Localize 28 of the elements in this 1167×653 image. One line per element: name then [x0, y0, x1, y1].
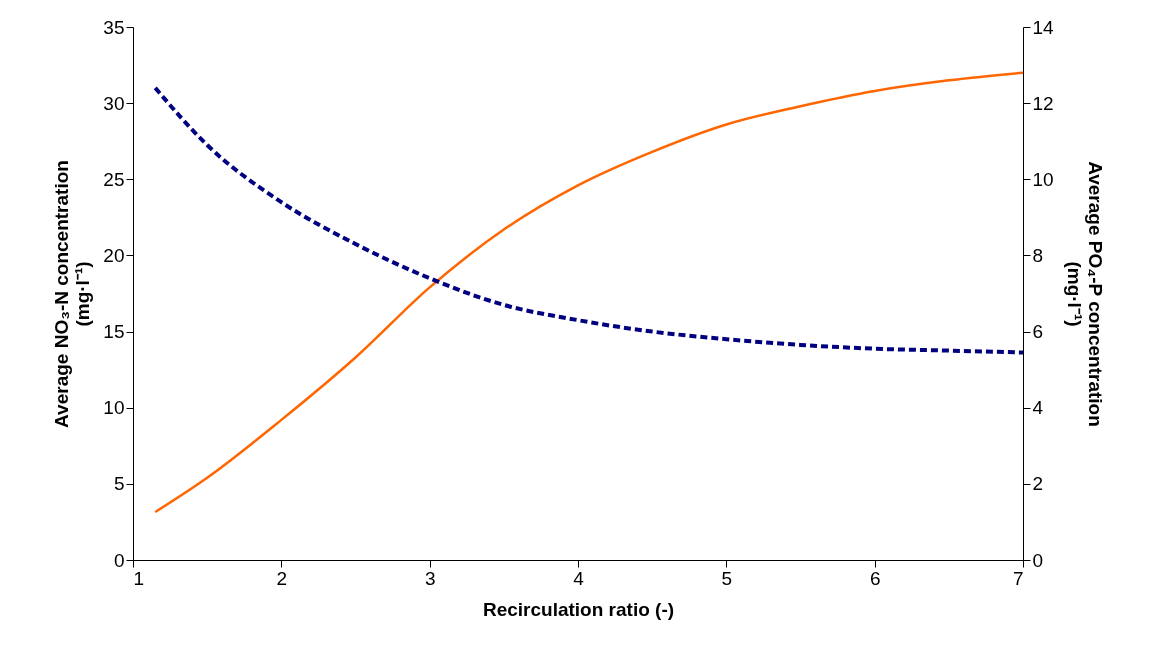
y2-axis-title: Average PO₄-P concentration (mg·l⁻¹)	[1063, 161, 1106, 427]
x-tick-label: 3	[424, 567, 436, 589]
y2-tick-label: 8	[1032, 244, 1044, 266]
y-tick-label: 5	[113, 473, 125, 495]
y-tick-label: 15	[103, 321, 125, 343]
y2-tick-label: 2	[1032, 473, 1044, 495]
x-tick-label: 7	[1012, 567, 1024, 589]
x-axis-title: Recirculation ratio (-)	[482, 598, 675, 620]
x-tick-label: 1	[133, 567, 145, 589]
x-tick-label: 4	[573, 567, 585, 589]
line-series	[154, 71, 1023, 514]
y-axis-title: Average NO₃-N concentration (mg·l⁻¹)	[51, 160, 94, 428]
y2-tick-label: 4	[1032, 397, 1044, 419]
y-tick-label: 35	[103, 16, 125, 38]
x-tick-label: 6	[869, 567, 881, 589]
line-series	[153, 85, 1023, 355]
y2-tick-label: 10	[1032, 168, 1054, 190]
y-tick-label: 20	[103, 244, 125, 266]
y2-tick-label: 12	[1032, 92, 1054, 114]
x-tick-label: 5	[721, 567, 733, 589]
y-tick-label: 30	[103, 92, 125, 114]
y-tick-label: 25	[103, 168, 125, 190]
y-tick-label: 10	[103, 397, 125, 419]
y2-tick-label: 14	[1032, 16, 1055, 38]
x-tick-label: 2	[276, 567, 288, 589]
y-tick-label: 0	[113, 549, 125, 571]
y2-tick-label: 6	[1032, 321, 1044, 343]
y2-tick-label: 0	[1032, 549, 1044, 571]
